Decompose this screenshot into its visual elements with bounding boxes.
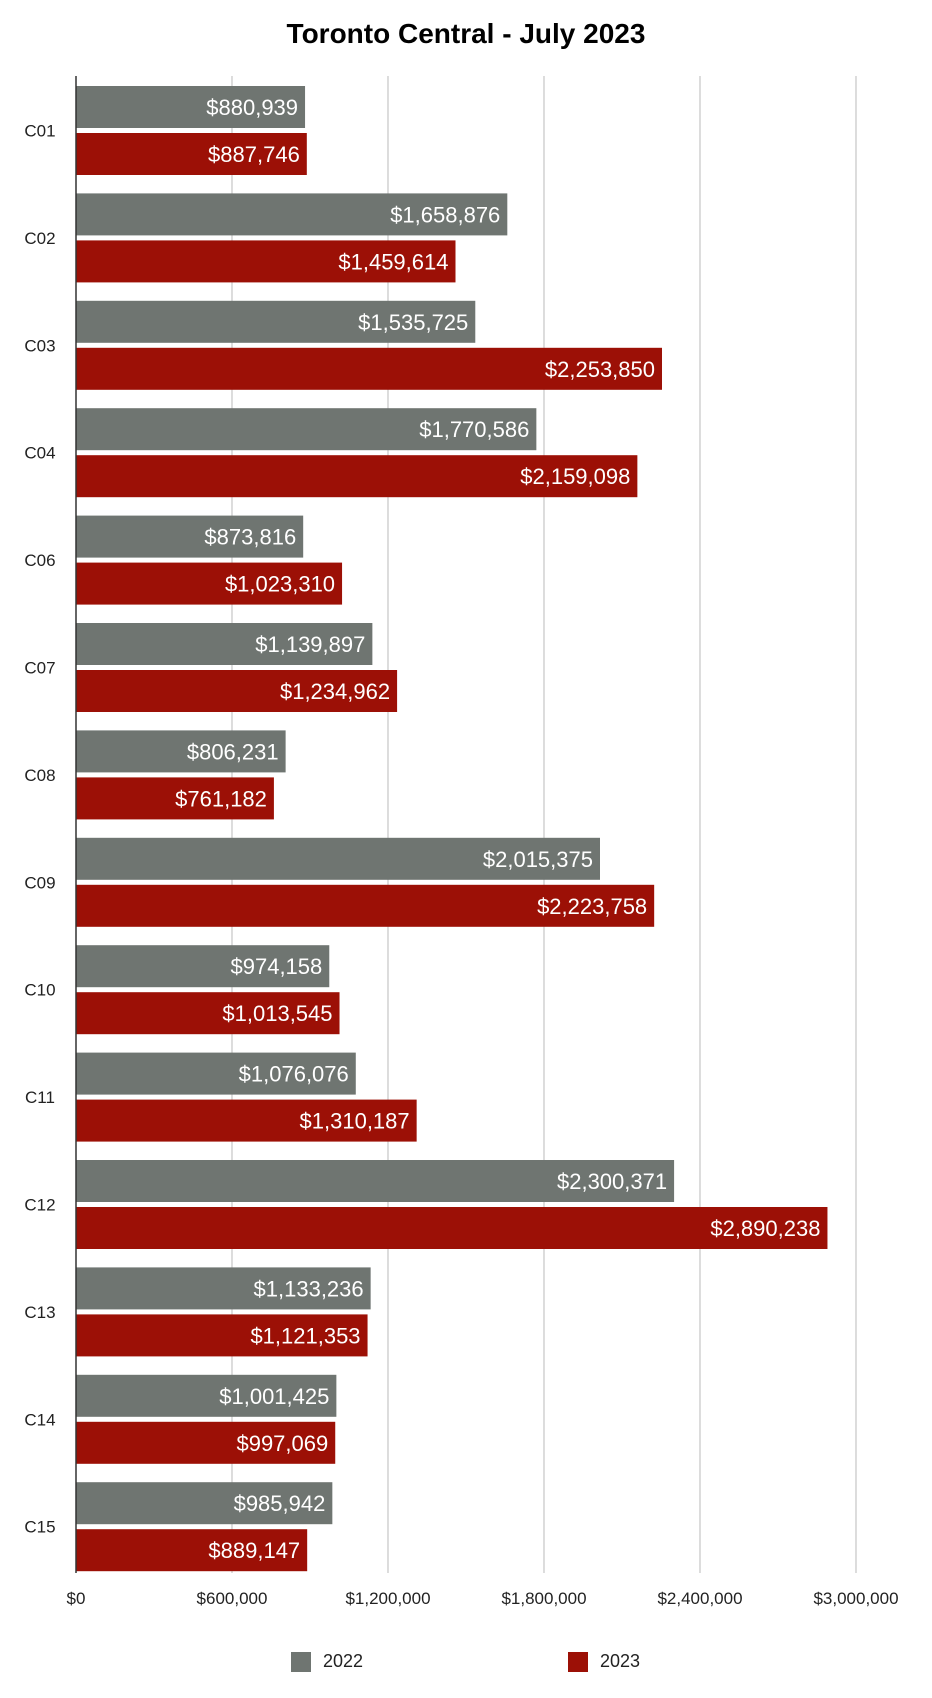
data-label-2022-C10: $974,158 xyxy=(231,954,323,979)
bar-2022-C14 xyxy=(76,1374,337,1417)
category-label-C01: C01 xyxy=(24,122,55,141)
legend-swatch-2023 xyxy=(568,1651,588,1672)
category-label-C10: C10 xyxy=(24,981,55,1000)
bar-chart-plot: $880,939 $887,746 C01 $1,658,876 $1,459,614 C… xyxy=(24,76,899,1608)
bar-2022-C07 xyxy=(76,623,373,665)
bar-2022-C04 xyxy=(76,408,537,451)
x-tick-label: $3,000,000 xyxy=(813,1589,898,1608)
category-label-C04: C04 xyxy=(24,444,55,463)
data-label-2023-C03: $2,253,850 xyxy=(545,357,655,382)
bar-2023-C14 xyxy=(76,1421,336,1464)
category-label-C15: C15 xyxy=(24,1518,55,1537)
data-label-2022-C04: $1,770,586 xyxy=(419,417,529,442)
chart-title: Toronto Central - July 2023 xyxy=(286,18,646,49)
data-label-2023-C10: $1,013,545 xyxy=(222,1001,332,1026)
data-label-2023-C09: $2,223,758 xyxy=(537,894,647,919)
data-label-2022-C08: $806,231 xyxy=(187,739,279,764)
data-label-2023-C08: $761,182 xyxy=(175,786,267,811)
data-label-2023-C02: $1,459,614 xyxy=(338,249,448,274)
x-tick-label: $600,000 xyxy=(197,1589,268,1608)
bar-2023-C08 xyxy=(76,777,274,820)
bar-2022-C01 xyxy=(76,86,306,128)
category-label-C13: C13 xyxy=(24,1303,55,1322)
category-label-C03: C03 xyxy=(24,336,55,355)
data-label-2022-C03: $1,535,725 xyxy=(358,310,468,335)
bar-2023-C03 xyxy=(76,347,663,390)
bar-2022-C03 xyxy=(76,300,476,343)
data-label-2023-C04: $2,159,098 xyxy=(520,464,630,489)
bar-2023-C01 xyxy=(76,133,307,175)
x-tick-label: $1,200,000 xyxy=(345,1589,430,1608)
bar-2022-C11 xyxy=(76,1052,356,1095)
data-label-2022-C12: $2,300,371 xyxy=(557,1169,667,1194)
x-tick-label: $0 xyxy=(67,1589,86,1608)
bar-2023-C10 xyxy=(76,992,340,1035)
bar-2022-C02 xyxy=(76,193,508,236)
legend-item-2022: 2022 xyxy=(291,1651,363,1672)
bar-2022-C13 xyxy=(76,1267,371,1310)
bar-2023-C12 xyxy=(76,1207,828,1249)
data-label-2023-C14: $997,069 xyxy=(236,1431,328,1456)
bar-2023-C04 xyxy=(76,455,638,498)
category-label-C08: C08 xyxy=(24,766,55,785)
data-label-2022-C15: $985,942 xyxy=(234,1491,326,1516)
data-label-2023-C06: $1,023,310 xyxy=(225,572,335,597)
data-label-2022-C09: $2,015,375 xyxy=(483,847,593,872)
bar-2022-C09 xyxy=(76,837,600,880)
bar-2023-C02 xyxy=(76,240,456,283)
bar-2022-C15 xyxy=(76,1482,333,1525)
data-label-2023-C01: $887,746 xyxy=(208,142,300,167)
legend-label-2023: 2023 xyxy=(600,1651,641,1671)
data-label-2022-C07: $1,139,897 xyxy=(255,632,365,657)
data-label-2023-C11: $1,310,187 xyxy=(300,1109,410,1134)
data-label-2022-C11: $1,076,076 xyxy=(239,1062,349,1087)
bar-2022-C08 xyxy=(76,730,286,773)
bar-2022-C06 xyxy=(76,515,304,558)
data-label-2022-C06: $873,816 xyxy=(204,525,296,550)
bar-2022-C10 xyxy=(76,945,330,988)
category-label-C11: C11 xyxy=(25,1088,55,1107)
data-label-2023-C07: $1,234,962 xyxy=(280,679,390,704)
data-label-2022-C14: $1,001,425 xyxy=(219,1384,329,1409)
bar-2023-C06 xyxy=(76,562,343,605)
data-label-2022-C01: $880,939 xyxy=(206,95,298,120)
bar-2023-C09 xyxy=(76,884,655,927)
category-label-C14: C14 xyxy=(24,1410,55,1429)
category-label-C09: C09 xyxy=(24,873,55,892)
bar-2022-C12 xyxy=(76,1160,675,1202)
data-label-2023-C13: $1,121,353 xyxy=(250,1323,360,1348)
legend-label-2022: 2022 xyxy=(323,1651,364,1671)
x-tick-label: $1,800,000 xyxy=(501,1589,586,1608)
category-label-C07: C07 xyxy=(24,659,55,678)
legend-swatch-2022 xyxy=(291,1651,311,1672)
category-label-C02: C02 xyxy=(24,229,55,248)
bar-2023-C13 xyxy=(76,1314,368,1357)
category-label-C12: C12 xyxy=(24,1196,55,1215)
legend-item-2023: 2023 xyxy=(568,1651,640,1672)
data-label-2022-C02: $1,658,876 xyxy=(390,202,500,227)
category-label-C06: C06 xyxy=(24,551,55,570)
x-tick-label: $2,400,000 xyxy=(657,1589,742,1608)
bar-2023-C15 xyxy=(76,1529,308,1572)
bar-2023-C11 xyxy=(76,1099,417,1142)
data-label-2023-C15: $889,147 xyxy=(208,1538,300,1563)
data-label-2023-C12: $2,890,238 xyxy=(710,1216,820,1241)
data-label-2022-C13: $1,133,236 xyxy=(254,1276,364,1301)
bar-2023-C07 xyxy=(76,670,398,712)
